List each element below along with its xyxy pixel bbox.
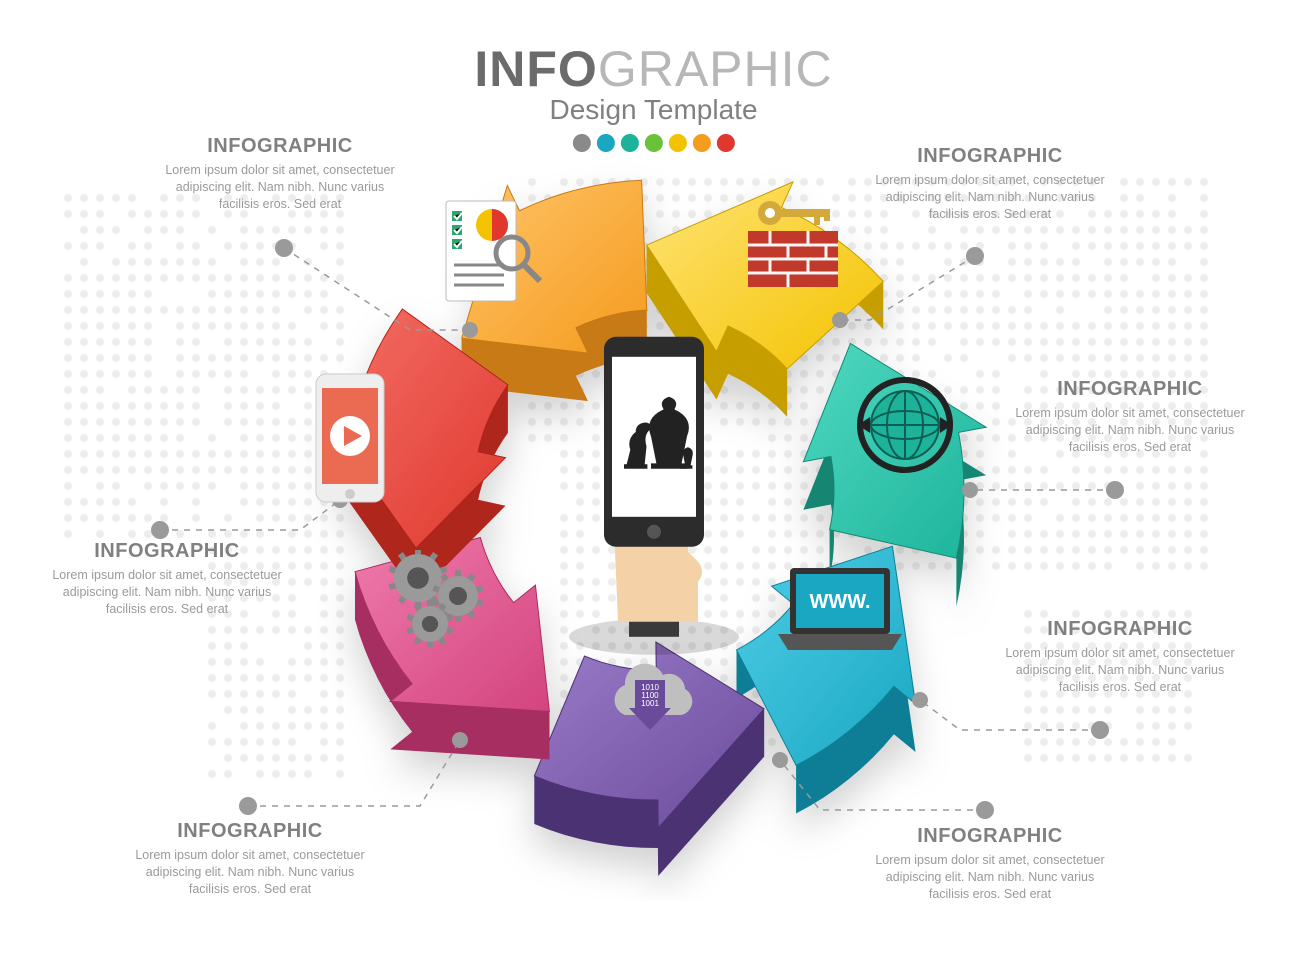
- callout-pink: INFOGRAPHIC Lorem ipsum dolor sit amet, c…: [130, 820, 370, 898]
- callout-body: Lorem ipsum dolor sit amet, consectetuer…: [160, 162, 400, 213]
- callout-heading: INFOGRAPHIC: [160, 135, 400, 158]
- callout-orange: INFOGRAPHIC Lorem ipsum dolor sit amet, c…: [160, 135, 400, 213]
- callout-heading: INFOGRAPHIC: [870, 145, 1110, 168]
- palette-dot: [573, 134, 591, 152]
- callout-body: Lorem ipsum dolor sit amet, consectetuer…: [1010, 405, 1250, 456]
- callout-purple: INFOGRAPHIC Lorem ipsum dolor sit amet, c…: [870, 825, 1110, 903]
- subtitle: Design Template: [474, 94, 832, 126]
- palette-dot: [717, 134, 735, 152]
- title-light: GRAPHIC: [598, 41, 833, 97]
- callout-body: Lorem ipsum dolor sit amet, consectetuer…: [1000, 645, 1240, 696]
- callout-red: INFOGRAPHIC Lorem ipsum dolor sit amet, c…: [47, 540, 287, 618]
- palette-dot: [597, 134, 615, 152]
- callout-yellow: INFOGRAPHIC Lorem ipsum dolor sit amet, c…: [870, 145, 1110, 223]
- main-title: INFOGRAPHIC: [474, 40, 832, 98]
- callout-body: Lorem ipsum dolor sit amet, consectetuer…: [870, 852, 1110, 903]
- palette-dot: [693, 134, 711, 152]
- callout-body: Lorem ipsum dolor sit amet, consectetuer…: [47, 567, 287, 618]
- callout-heading: INFOGRAPHIC: [130, 820, 370, 843]
- callout-heading: INFOGRAPHIC: [1010, 378, 1250, 401]
- svg-text:WWW.: WWW.: [809, 591, 870, 613]
- svg-text:1001: 1001: [641, 699, 659, 708]
- callout-body: Lorem ipsum dolor sit amet, consectetuer…: [870, 172, 1110, 223]
- document-chart-magnifier-icon: [440, 195, 550, 320]
- phone-play-icon: [310, 370, 390, 515]
- palette-dot: [645, 134, 663, 152]
- palette-dot: [621, 134, 639, 152]
- title-bold: INFO: [474, 41, 597, 97]
- callout-heading: INFOGRAPHIC: [1000, 618, 1240, 641]
- laptop-www-icon: WWW.: [770, 560, 910, 665]
- callout-teal: INFOGRAPHIC Lorem ipsum dolor sit amet, c…: [1010, 378, 1250, 456]
- callout-body: Lorem ipsum dolor sit amet, consectetuer…: [130, 847, 370, 898]
- header: INFOGRAPHIC Design Template: [474, 40, 832, 152]
- center-phone-hand-icon: [554, 327, 754, 667]
- firewall-key-icon: [740, 195, 850, 300]
- globe-sync-icon: [850, 370, 960, 485]
- callout-blue: INFOGRAPHIC Lorem ipsum dolor sit amet, c…: [1000, 618, 1240, 696]
- palette-dots: [474, 134, 832, 152]
- callout-heading: INFOGRAPHIC: [47, 540, 287, 563]
- gears-icon: [380, 550, 500, 665]
- callout-heading: INFOGRAPHIC: [870, 825, 1110, 848]
- palette-dot: [669, 134, 687, 152]
